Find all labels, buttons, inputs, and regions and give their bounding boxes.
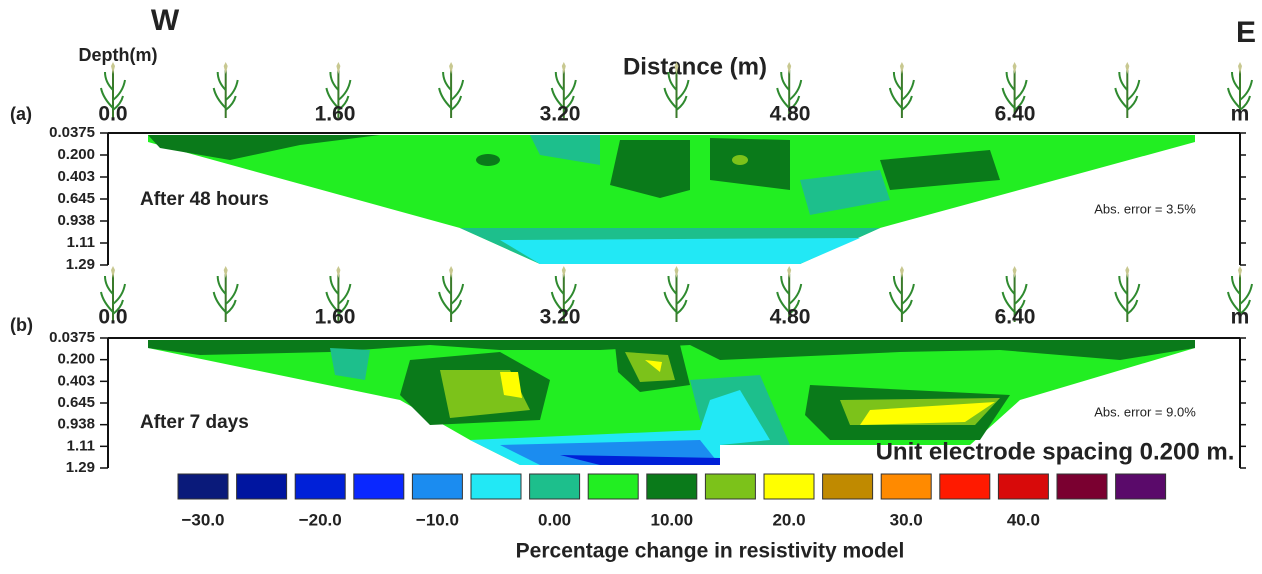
section-a (148, 135, 1195, 264)
colorbar-swatch (1057, 474, 1107, 499)
colorbar-title: Percentage change in resistivity model (516, 540, 905, 563)
depth-tick-label: 0.645 (57, 394, 95, 411)
panel-caption: After 48 hours (140, 189, 269, 210)
plant-icon (439, 62, 463, 118)
colorbar-swatch (823, 474, 873, 499)
figure: W E Depth(m) Distance (m) Unit electr (0, 0, 1262, 574)
colorbar-label: 30.0 (890, 510, 923, 529)
depth-tick-label: 0.645 (57, 190, 95, 207)
x-axis-label: Distance (m) (623, 53, 767, 80)
plant-icon (665, 266, 689, 322)
depth-tick-label: 0.200 (57, 351, 95, 368)
colorbar-swatch (588, 474, 638, 499)
panel-caption: After 7 days (140, 412, 249, 433)
x-tick-label: 4.80 (770, 306, 811, 329)
colorbar-swatch (237, 474, 287, 499)
x-tick-label: 0.0 (98, 306, 127, 329)
depth-label: Depth(m) (79, 45, 158, 65)
plant-icon (890, 266, 914, 322)
colorbar-label: 40.0 (1007, 510, 1040, 529)
plant-icon (439, 266, 463, 322)
colorbar-swatch (471, 474, 521, 499)
plant-icon (890, 62, 914, 118)
depth-tick-label: 0.0375 (49, 124, 95, 141)
colorbar-label: −20.0 (299, 510, 342, 529)
depth-tick-label: 0.403 (57, 372, 95, 389)
x-tick-label: 3.20 (540, 306, 581, 329)
colorbar-swatch (178, 474, 228, 499)
colorbar-swatch (647, 474, 697, 499)
west-label: W (151, 4, 180, 37)
colorbar-swatch (705, 474, 755, 499)
depth-tick-label: 0.938 (57, 212, 95, 229)
depth-tick-label: 0.200 (57, 146, 95, 163)
colorbar-swatch (998, 474, 1048, 499)
panel-tag: (b) (10, 315, 33, 335)
error-label: Abs. error = 3.5% (1094, 201, 1196, 216)
colorbar-swatch (412, 474, 462, 499)
depth-tick-label: 0.403 (57, 168, 95, 185)
x-tick-label: 6.40 (995, 306, 1036, 329)
colorbar-label: −10.0 (416, 510, 459, 529)
x-tick-label: 3.20 (540, 103, 581, 126)
plant-icon (1115, 62, 1139, 118)
colorbar-swatch (354, 474, 404, 499)
east-label: E (1236, 16, 1256, 49)
colorbar-swatch (881, 474, 931, 499)
panel-tag: (a) (10, 104, 32, 124)
x-tick-label: 6.40 (995, 103, 1036, 126)
x-tick-label: 1.60 (315, 306, 356, 329)
x-tick-label: 0.0 (98, 103, 127, 126)
colorbar-label: 20.0 (772, 510, 805, 529)
colorbar-swatch (295, 474, 345, 499)
depth-tick-label: 0.0375 (49, 329, 95, 346)
depth-tick-label: 1.29 (66, 459, 95, 476)
x-tick-label: 4.80 (770, 103, 811, 126)
x-unit: m (1231, 103, 1250, 126)
x-unit: m (1231, 306, 1250, 329)
depth-tick-label: 1.11 (67, 437, 95, 454)
depth-tick-label: 1.29 (66, 256, 95, 273)
plant-icon (1115, 266, 1139, 322)
colorbar-label: −30.0 (181, 510, 224, 529)
colorbar-label: 10.00 (651, 510, 694, 529)
colorbar-swatch (940, 474, 990, 499)
plant-icon (214, 62, 238, 118)
colorbar-label: 0.00 (538, 510, 571, 529)
plant-icon (214, 266, 238, 322)
spacing-note: Unit electrode spacing 0.200 m. (876, 438, 1235, 465)
colorbar-swatch (1116, 474, 1166, 499)
depth-tick-label: 1.11 (67, 234, 95, 251)
x-tick-label: 1.60 (315, 103, 356, 126)
error-label: Abs. error = 9.0% (1094, 404, 1196, 419)
colorbar-swatch (764, 474, 814, 499)
colorbar-swatch (530, 474, 580, 499)
depth-tick-label: 0.938 (57, 416, 95, 433)
